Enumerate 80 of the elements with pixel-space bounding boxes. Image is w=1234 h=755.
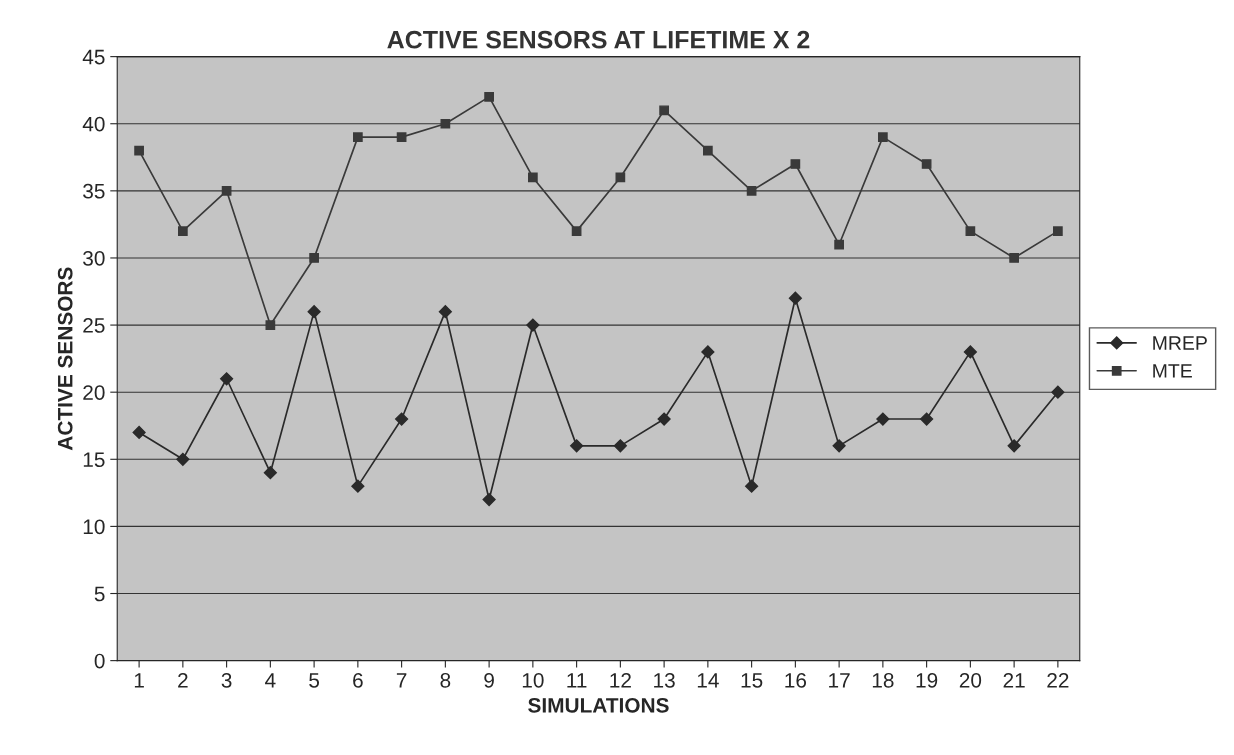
point xyxy=(876,412,890,426)
point xyxy=(703,145,713,156)
x-tick-label: 12 xyxy=(610,672,631,688)
point xyxy=(526,318,540,332)
y-tick-label: 5 xyxy=(94,586,105,602)
legend-label: MREP xyxy=(1153,336,1207,350)
y-tick-label: 45 xyxy=(82,49,105,65)
y-tick-label: 40 xyxy=(82,116,105,132)
point xyxy=(438,305,452,319)
point xyxy=(965,226,976,236)
point xyxy=(484,92,494,102)
x-tick-label: 16 xyxy=(785,672,807,688)
point xyxy=(834,239,844,250)
point xyxy=(132,425,146,440)
x-tick-label: 14 xyxy=(697,673,719,688)
y-tick-label: 15 xyxy=(83,452,105,468)
point xyxy=(134,145,144,156)
point xyxy=(1051,385,1065,399)
point xyxy=(920,412,934,426)
x-tick-label: 3 xyxy=(221,672,232,688)
point xyxy=(1009,253,1019,263)
point xyxy=(613,439,627,453)
x-tick-label: 8 xyxy=(440,672,451,688)
y-tick-label: 10 xyxy=(83,519,105,535)
y-axis-title: ACTIVE SENSORS xyxy=(57,267,73,451)
x-tick-label: 22 xyxy=(1047,672,1069,688)
point xyxy=(745,479,759,493)
x-tick-label: 21 xyxy=(1003,672,1025,688)
point xyxy=(657,412,671,426)
x-tick-label: 18 xyxy=(872,672,894,688)
x-tick-label: 5 xyxy=(309,673,320,688)
point xyxy=(746,185,757,196)
point xyxy=(177,226,188,236)
point xyxy=(309,253,319,263)
point xyxy=(570,439,584,453)
point xyxy=(963,345,977,359)
x-tick-label: 19 xyxy=(916,672,938,688)
point xyxy=(265,320,276,330)
point xyxy=(790,159,801,169)
point xyxy=(307,305,321,319)
x-tick-label: 11 xyxy=(567,673,587,688)
point xyxy=(396,132,407,143)
x-tick-label: 20 xyxy=(959,672,982,688)
y-tick-label: 25 xyxy=(83,318,105,333)
point xyxy=(701,345,715,359)
point xyxy=(440,118,451,129)
point xyxy=(482,492,496,507)
chart-title: ACTIVE SENSORS AT LIFETIME X 2 xyxy=(387,30,810,49)
x-tick-label: 6 xyxy=(353,672,363,688)
x-tick-label: 17 xyxy=(829,673,850,688)
x-tick-label: 15 xyxy=(741,673,763,688)
y-tick-label: 30 xyxy=(83,250,105,266)
point xyxy=(395,412,409,426)
x-tick-label: 9 xyxy=(484,672,494,688)
point xyxy=(921,159,932,169)
point xyxy=(263,466,277,480)
point xyxy=(351,479,365,493)
point xyxy=(832,439,846,453)
point xyxy=(528,172,538,183)
y-tick-label: 20 xyxy=(83,385,105,400)
y-tick-label: 35 xyxy=(83,183,105,199)
point xyxy=(221,185,232,196)
point xyxy=(1007,439,1021,453)
point xyxy=(659,105,669,116)
x-tick-label: 13 xyxy=(654,672,675,688)
point xyxy=(878,132,888,143)
y-tick-label: 0 xyxy=(94,653,105,669)
point xyxy=(176,452,190,466)
point xyxy=(1053,226,1063,236)
point xyxy=(788,291,802,305)
point xyxy=(220,372,234,386)
point xyxy=(571,226,582,236)
legend-label: MTE xyxy=(1153,364,1192,378)
x-tick-label: 10 xyxy=(522,672,544,688)
x-axis-title: SIMULATIONS xyxy=(528,697,669,713)
x-tick-label: 1 xyxy=(134,673,144,688)
x-tick-label: 4 xyxy=(265,673,276,688)
x-tick-label: 2 xyxy=(178,672,188,688)
point xyxy=(352,132,363,143)
x-tick-label: 7 xyxy=(396,673,407,688)
